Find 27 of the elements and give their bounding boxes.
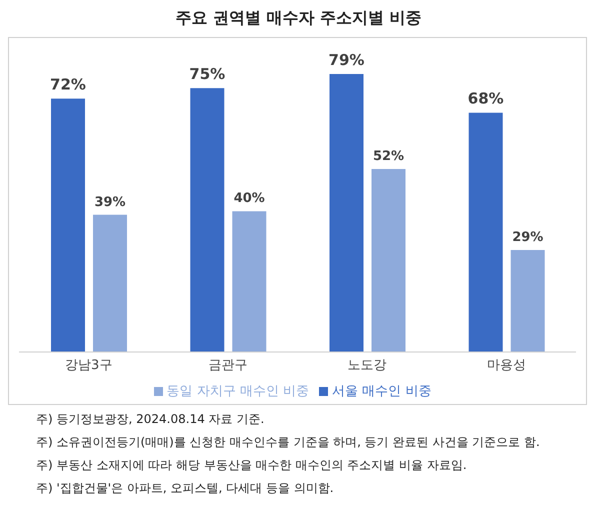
- data-label: 72%: [50, 76, 86, 94]
- x-tick-label: 강남3구: [64, 358, 112, 374]
- text: 주) 부동산 소재지에 따라 해당 부동산을 매수한 매수인의 주소지별 비율 자료임.: [36, 457, 468, 474]
- data-label: 68%: [468, 90, 504, 108]
- legend-label: 서울 매수인 비중: [332, 384, 432, 399]
- x-tick-label: 마용성: [486, 358, 526, 374]
- bar: [232, 211, 266, 352]
- text: 주) '집합건물'은 아파트, 오피스텔, 다세대 등을 의미함.: [36, 480, 335, 497]
- x-tick-label: 금관구: [208, 358, 248, 374]
- data-label: 39%: [94, 194, 126, 210]
- bar: [93, 214, 127, 352]
- text: 주) 소유권이전등기(매매)를 신청한 매수인수를 기준을 하며, 등기 완료된 사건을 기준으로 함.: [36, 434, 541, 451]
- data-label: 52%: [372, 149, 404, 164]
- bar: [190, 88, 224, 352]
- bar: [51, 98, 85, 352]
- data-label: 40%: [234, 191, 265, 206]
- data-label: 29%: [512, 230, 544, 245]
- data-label: 79%: [328, 51, 364, 69]
- data-label: 75%: [189, 65, 226, 84]
- bar: [330, 74, 364, 352]
- chart-title: 주요 권역별 매수자 주소지별 비중: [174, 8, 423, 29]
- x-tick-label: 노도강: [348, 358, 387, 374]
- legend-label: 동일 자치구 매수인 비중: [166, 384, 310, 399]
- bar: [468, 112, 503, 352]
- bar: [510, 250, 545, 352]
- text: 주) 등기정보광장, 2024.08.14 자료 기준.: [36, 411, 266, 428]
- bar: [372, 169, 406, 352]
